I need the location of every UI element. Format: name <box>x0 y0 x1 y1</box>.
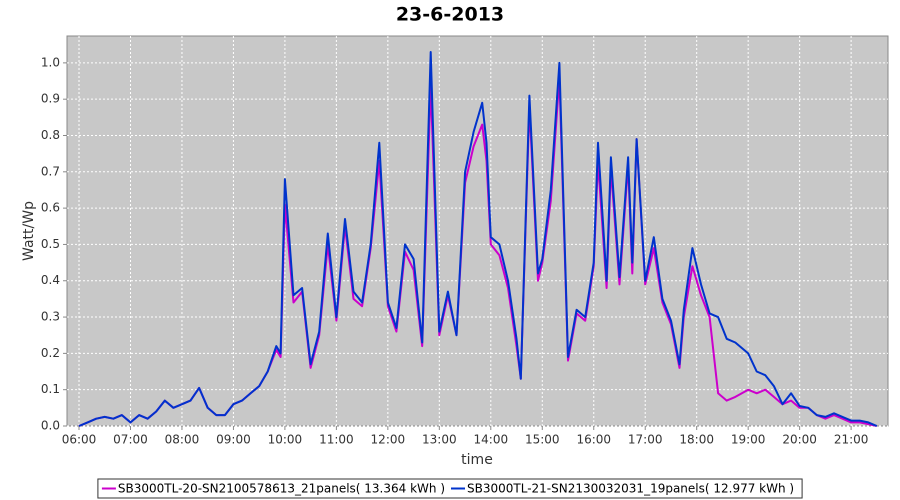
y-tick-label: 0.9 <box>41 92 60 106</box>
y-tick-label: 0.7 <box>41 164 60 178</box>
x-tick-label: 18:00 <box>679 433 714 447</box>
series-line <box>78 51 878 427</box>
chart-title: 23-6-2013 <box>396 4 504 26</box>
x-tick-label: 09:00 <box>216 433 251 447</box>
y-tick-label: 0.3 <box>41 310 60 324</box>
x-tick-label: 19:00 <box>731 433 766 447</box>
x-axis-label: time <box>461 452 493 468</box>
legend-label: SB3000TL-21-SN2130032031_19panels( 12.97… <box>467 482 794 496</box>
plot-area <box>66 35 889 427</box>
x-tick-label: 12:00 <box>371 433 406 447</box>
x-tick-label: 07:00 <box>113 433 148 447</box>
x-tick-label: 11:00 <box>319 433 354 447</box>
y-tick-label: 0.5 <box>41 237 60 251</box>
x-tick-label: 06:00 <box>62 433 97 447</box>
y-tick-label: 0.1 <box>41 382 60 396</box>
y-tick-label: 0.6 <box>41 201 60 215</box>
x-tick-label: 17:00 <box>628 433 663 447</box>
y-tick-label: 1.0 <box>41 55 60 69</box>
x-tick-label: 21:00 <box>834 433 869 447</box>
x-tick-label: 15:00 <box>525 433 560 447</box>
y-tick-label: 0.0 <box>41 419 60 433</box>
x-tick-label: 14:00 <box>474 433 509 447</box>
y-tick-label: 0.4 <box>41 273 60 287</box>
x-tick-label: 16:00 <box>576 433 611 447</box>
y-axis-label: Watt/Wp <box>21 201 37 261</box>
legend-label: SB3000TL-20-SN2100578613_21panels( 13.36… <box>118 482 445 496</box>
legend-box <box>97 478 803 499</box>
y-tick-label: 0.8 <box>41 128 60 142</box>
x-tick-label: 20:00 <box>782 433 817 447</box>
y-tick-label: 0.2 <box>41 346 60 360</box>
x-tick-label: 13:00 <box>422 433 457 447</box>
x-tick-label: 10:00 <box>268 433 303 447</box>
x-tick-label: 08:00 <box>165 433 200 447</box>
